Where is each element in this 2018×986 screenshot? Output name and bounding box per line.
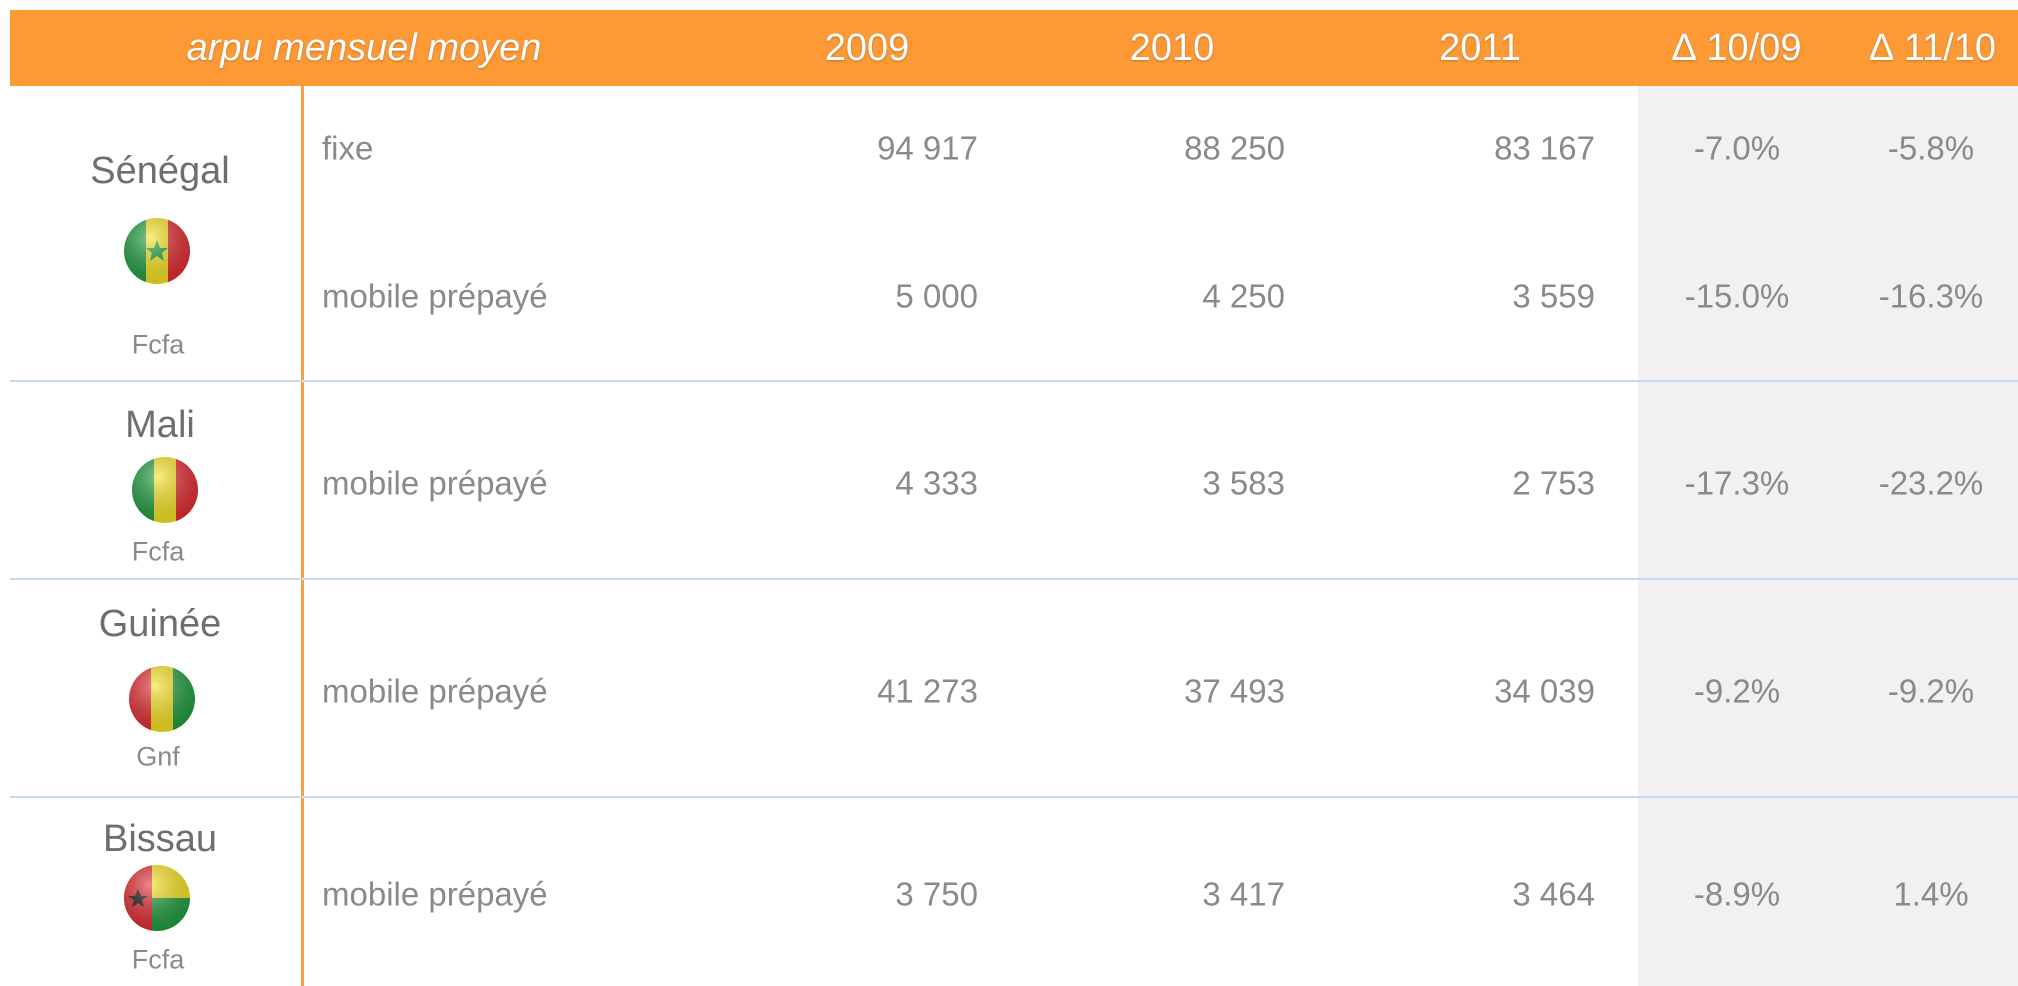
table-title: arpu mensuel moyen	[186, 27, 542, 69]
cell-value: 2 753	[1512, 464, 1595, 502]
country-name: Guinée	[98, 603, 222, 645]
cell-value: -23.2%	[1878, 464, 1984, 502]
cell-value: 88 250	[1184, 129, 1285, 167]
cell-value: 94 917	[877, 129, 978, 167]
column-header: 2009	[824, 27, 910, 69]
header-bar	[10, 10, 2018, 86]
cell-value: 34 039	[1494, 672, 1595, 710]
cell-value: 83 167	[1494, 129, 1595, 167]
cell-value: -17.3%	[1684, 464, 1790, 502]
flag-mali	[132, 457, 198, 523]
flag-bissau	[124, 865, 190, 931]
flag-guinee	[129, 666, 195, 732]
cell-value: 4 333	[895, 464, 978, 502]
cell-value: 3 750	[895, 875, 978, 913]
row-label: mobile prépayé	[322, 672, 548, 710]
column-header: ∆ 11/10	[1869, 27, 1997, 69]
column-header: ∆ 10/09	[1672, 27, 1802, 69]
cell-value: 5 000	[895, 277, 978, 315]
cell-value: -9.2%	[1693, 672, 1781, 710]
currency: Fcfa	[131, 944, 185, 975]
column-header: 2011	[1439, 27, 1521, 69]
cell-value: -5.8%	[1887, 129, 1975, 167]
cell-value: 3 417	[1202, 875, 1285, 913]
column-divider	[301, 86, 304, 986]
row-divider	[10, 380, 2018, 382]
cell-value: 4 250	[1202, 277, 1285, 315]
flag-senegal	[124, 218, 190, 284]
row-label: fixe	[322, 129, 374, 167]
cell-value: -16.3%	[1878, 277, 1984, 315]
row-divider	[10, 578, 2018, 580]
country-name: Bissau	[102, 818, 218, 860]
delta-shade	[1638, 86, 2018, 986]
cell-value: -9.2%	[1887, 672, 1975, 710]
row-divider	[10, 796, 2018, 798]
column-header: 2010	[1129, 27, 1215, 69]
cell-value: 3 559	[1512, 277, 1595, 315]
cell-value: 41 273	[877, 672, 978, 710]
cell-value: 3 464	[1512, 875, 1595, 913]
row-label: mobile prépayé	[322, 875, 548, 913]
cell-value: -15.0%	[1684, 277, 1790, 315]
cell-value: -8.9%	[1693, 875, 1781, 913]
cell-value: 3 583	[1202, 464, 1285, 502]
currency: Gnf	[136, 741, 180, 772]
cell-value: 37 493	[1184, 672, 1285, 710]
currency: Fcfa	[131, 536, 185, 567]
currency: Fcfa	[131, 329, 185, 360]
cell-value: 1.4%	[1893, 875, 1969, 913]
row-label: mobile prépayé	[322, 464, 548, 502]
country-name: Sénégal	[90, 150, 230, 192]
country-name: Mali	[125, 404, 195, 446]
cell-value: -7.0%	[1693, 129, 1781, 167]
row-label: mobile prépayé	[322, 277, 548, 315]
